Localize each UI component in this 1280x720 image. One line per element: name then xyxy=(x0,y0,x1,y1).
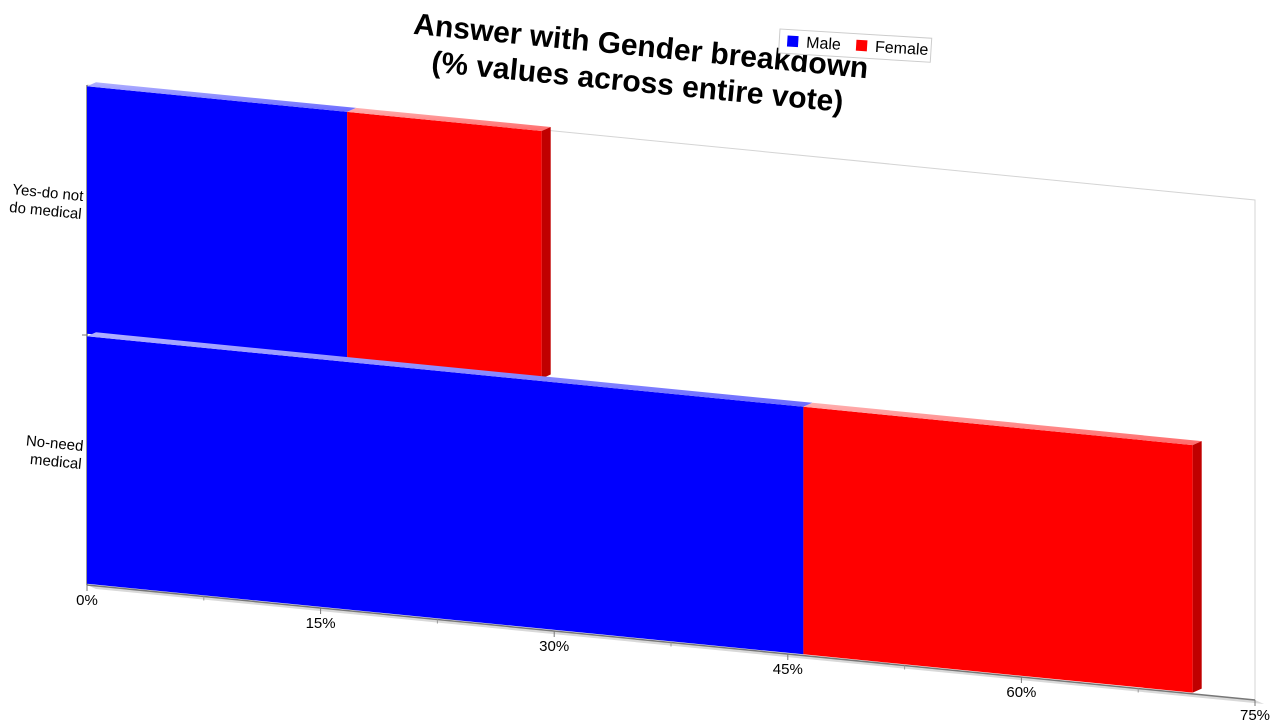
chart-title: Answer with Gender breakdown(% values ac… xyxy=(409,8,870,121)
legend-box xyxy=(778,28,933,63)
legend-label: Male xyxy=(806,35,842,54)
bar-male-1 xyxy=(87,332,813,655)
x-tick-label: 60% xyxy=(1006,684,1036,701)
bar-face xyxy=(87,86,348,360)
bar-top xyxy=(87,82,357,112)
bar-male-0 xyxy=(87,82,357,360)
bar-side xyxy=(541,127,551,379)
bar-face xyxy=(87,336,804,655)
legend-label: Female xyxy=(875,39,929,59)
bar-side xyxy=(1192,441,1202,693)
bar-face xyxy=(347,111,542,379)
category-labels: Yes-do notdo medical No-needmedical xyxy=(9,181,85,473)
x-tick-label: 15% xyxy=(306,615,336,632)
bar-top xyxy=(803,402,1202,446)
legend-item-male: Male xyxy=(786,35,842,54)
bar-top xyxy=(347,107,551,131)
bar-female-0 xyxy=(347,107,551,379)
x-tick-label: 30% xyxy=(539,638,569,655)
category-label: No-needmedical xyxy=(23,432,84,472)
bar-face xyxy=(803,406,1193,693)
x-tick-label: 0% xyxy=(76,592,98,609)
bars xyxy=(87,82,1202,693)
x-axis-tick-labels: 0% 15% 30% 45% 60% 75% xyxy=(76,592,1270,720)
bar-top xyxy=(87,332,813,407)
legend-item-female: Female xyxy=(855,39,929,59)
bar-female-1 xyxy=(803,402,1202,693)
legend-swatch xyxy=(855,39,868,52)
category-label: Yes-do notdo medical xyxy=(9,181,85,223)
x-tick-label: 45% xyxy=(773,661,803,678)
floor-edge xyxy=(87,585,1264,704)
legend-swatch xyxy=(786,35,799,48)
legend: Male Female xyxy=(778,28,933,63)
x-tick-label: 75% xyxy=(1240,707,1270,720)
